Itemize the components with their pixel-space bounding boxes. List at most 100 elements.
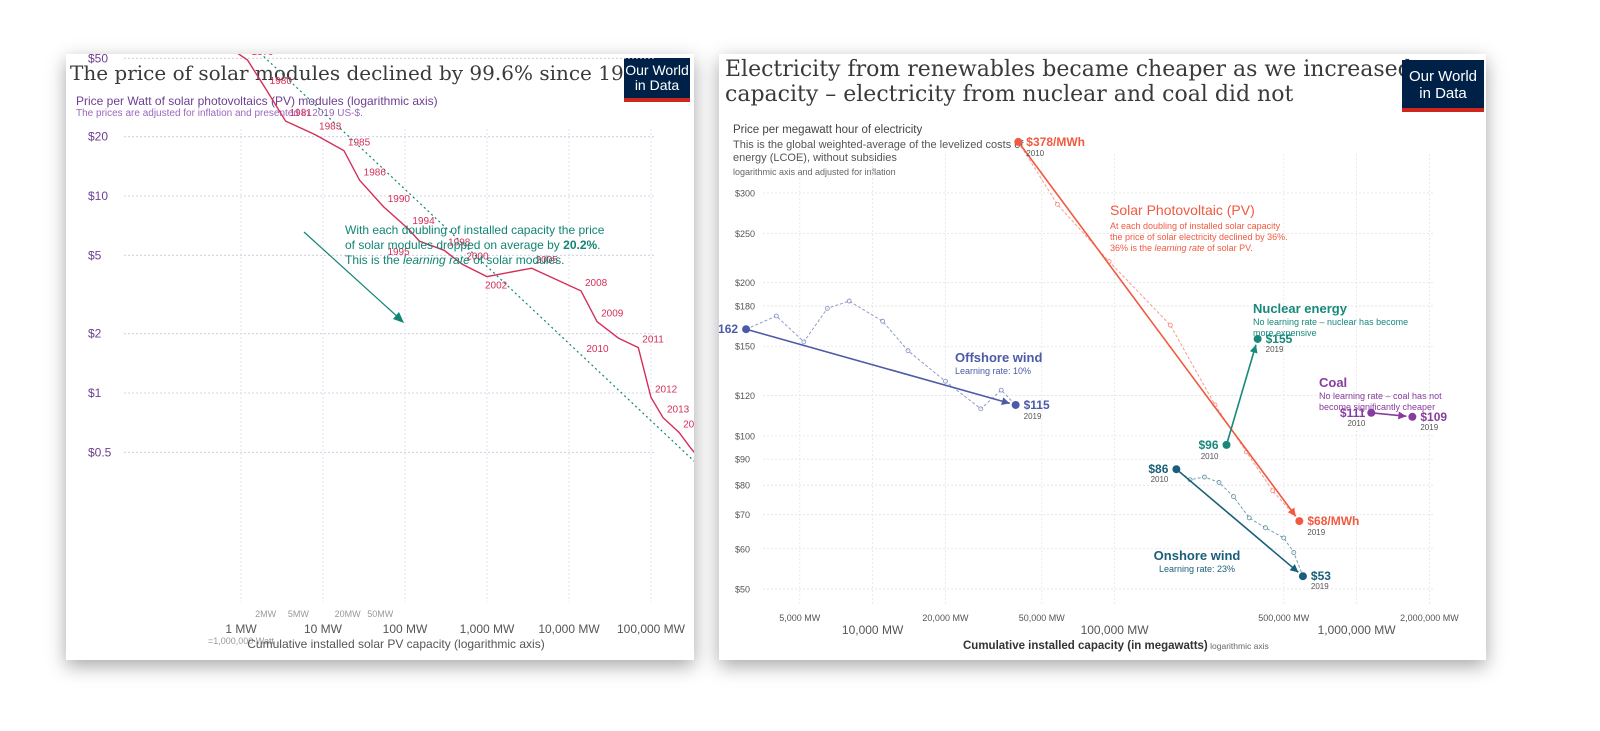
y-tick-label: $100 — [735, 431, 755, 441]
offshore-wind-yearly-marker — [998, 387, 1004, 393]
offshore-wind-start-value: $162 — [719, 322, 738, 336]
annotation-line-1: With each doubling of installed capacity… — [345, 223, 605, 237]
onshore-wind-series-name: Onshore wind — [1154, 548, 1241, 563]
offshore-wind-yearly-marker — [905, 348, 911, 354]
x-minor-tick-label: 20,000 MW — [922, 613, 969, 623]
x-minor-tick-label: 5,000 MW — [779, 613, 821, 623]
solar-pv-series-name: Solar Photovoltaic (PV) — [1110, 202, 1255, 218]
right-chart-subtitle: Price per megawatt hour of electricity — [733, 124, 923, 136]
solar-photovoltaic-pv-yearly-marker — [1167, 322, 1173, 328]
offshore-wind-trend-arrow — [745, 328, 1011, 405]
solar-pv-start-value: $378/MWh — [1026, 135, 1085, 149]
y-tick-label: $60 — [735, 544, 750, 554]
left-chart-note: The prices are adjusted for inflation an… — [76, 108, 363, 119]
x-minor-tick-label: 2,000,000 MW — [1400, 613, 1459, 623]
x-tick-label: 10,000 MW — [842, 623, 904, 637]
year-label: 1995 — [387, 247, 410, 258]
logo-line-2: in Data — [1419, 85, 1467, 102]
annotation-line-3: This is the learning rate of solar modul… — [345, 253, 564, 267]
nuclear-energy-arrowhead — [1249, 344, 1258, 354]
year-label: 1981 — [290, 108, 313, 119]
year-label: 2002 — [485, 281, 508, 292]
y-tick-label: $120 — [735, 391, 755, 401]
offshore-wind-yearly-marker — [773, 313, 779, 319]
solar-pv-note-2: the price of solar electricity declined … — [1110, 232, 1288, 242]
year-label: 2011 — [642, 335, 664, 346]
annotation-arrowhead — [393, 312, 404, 323]
onshore-wind-yearly-marker — [1216, 480, 1222, 485]
y-tick-label: $300 — [735, 189, 755, 199]
y-tick-label: $150 — [735, 342, 755, 352]
onshore-wind-yearly-marker — [1231, 494, 1236, 499]
nuclear-energy-trend-arrow — [1225, 344, 1257, 446]
offshore-wind-end-marker — [1011, 400, 1020, 409]
x-unit-note: =1,000,000 Watt — [208, 636, 274, 646]
coal-series-name: Coal — [1319, 375, 1347, 390]
onshore-wind-yearly-line — [1176, 468, 1304, 577]
x-minor-tick-label: 5MW — [288, 609, 310, 619]
x-tick-label: 100,000 MW — [617, 622, 686, 636]
nuclear-series-name: Nuclear energy — [1253, 301, 1348, 316]
year-label: 1980 — [270, 76, 293, 87]
year-label: 2013 — [667, 405, 690, 416]
right-chart-plot: $300 $250 $200 $180 $150 $120 $100 $90 $80 $70 $60… — [719, 135, 1459, 652]
y-tick-label: $90 — [735, 455, 750, 465]
coal-end-value: $109 — [1420, 410, 1447, 424]
right-title-line-2: capacity – electricity from nuclear and … — [725, 81, 1294, 107]
nuclear-end-year: 2019 — [1266, 345, 1284, 354]
nuclear-start-value: $96 — [1198, 438, 1218, 452]
annotation-line-2: of solar modules dropped on average by 2… — [345, 238, 601, 252]
offshore-wind-yearly-marker — [846, 298, 852, 304]
year-label: 1979 — [251, 54, 274, 58]
solar-pv-end-year: 2019 — [1307, 528, 1325, 537]
nuclear-energy-end-marker — [1253, 334, 1262, 343]
right-chart-title: Electricity from renewables became cheap… — [725, 57, 1412, 108]
left-chart-panel: The price of solar modules declined by 9… — [66, 54, 694, 660]
onshore-wind-arrowhead — [1289, 564, 1299, 573]
nuclear-note-2: more expensive — [1253, 328, 1317, 338]
onshore-wind-note: Learning rate: 23% — [1159, 564, 1235, 574]
y-tick-label: $250 — [735, 229, 755, 239]
year-label: 2015 — [683, 420, 694, 431]
x-tick-label: 1 MW — [225, 622, 257, 636]
right-chart-axis-note: logarithmic axis and adjusted for inflat… — [733, 167, 896, 177]
year-label: 2005 — [536, 255, 559, 266]
x-minor-tick-label: 500,000 MW — [1258, 613, 1310, 623]
onshore-wind-end-year: 2019 — [1311, 582, 1329, 591]
coal-start-year: 2010 — [1347, 419, 1365, 428]
nuclear-end-value: $155 — [1266, 332, 1293, 346]
offshore-wind-start-marker — [742, 325, 751, 334]
onshore-wind-start-year: 2010 — [1151, 475, 1169, 484]
y-tick-label: $180 — [735, 301, 755, 311]
coal-start-marker — [1367, 408, 1376, 417]
year-label: 2010 — [586, 344, 609, 355]
x-tick-label: 1,000 MW — [460, 622, 515, 636]
left-chart-subtitle: Price per Watt of solar photovoltaics (P… — [76, 94, 438, 108]
solar-photovoltaic-pv-yearly-line — [1017, 141, 1300, 522]
nuclear-note-1: No learning rate – nuclear has become — [1253, 317, 1408, 327]
offshore-wind-series-name: Offshore wind — [955, 350, 1042, 365]
learning-rate-trend-line — [260, 54, 694, 462]
coal-start-value: $111 — [1340, 406, 1366, 420]
nuclear-energy-start-marker — [1222, 440, 1231, 449]
offshore-wind-arrowhead — [1001, 397, 1010, 406]
right-title-line-1: Electricity from renewables became cheap… — [725, 57, 1412, 82]
x-tick-label: 10,000 MW — [538, 622, 600, 636]
onshore-wind-trend-arrow — [1175, 468, 1299, 573]
onshore-wind-end-value: $53 — [1311, 569, 1331, 583]
year-label: 1990 — [388, 194, 411, 205]
coal-end-year: 2019 — [1420, 423, 1438, 432]
year-label: 1998 — [448, 237, 471, 248]
offshore-wind-yearly-marker — [943, 378, 948, 384]
solar-photovoltaic-pv-yearly-marker — [1270, 488, 1276, 494]
x-minor-tick-label: 50MW — [367, 609, 394, 619]
solar-pv-note-1: At each doubling of installed solar capa… — [1110, 221, 1281, 231]
solar-photovoltaic-pv-arrowhead — [1287, 507, 1296, 517]
onshore-wind-end-marker — [1298, 572, 1307, 581]
y-tick-label: $20 — [88, 130, 108, 144]
x-tick-label: 100 MW — [383, 622, 428, 636]
coal-note-2: become significantly cheaper — [1319, 402, 1435, 412]
year-label: 1983 — [319, 122, 342, 133]
year-label: 1985 — [348, 138, 371, 149]
x-minor-tick-label: 20MW — [335, 609, 362, 619]
